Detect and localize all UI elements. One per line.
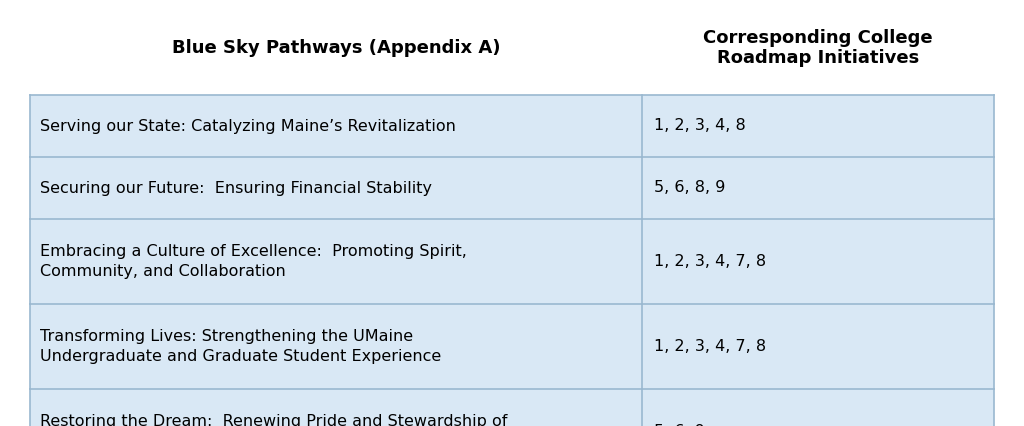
Text: Transforming Lives: Strengthening the UMaine
Undergraduate and Graduate Student : Transforming Lives: Strengthening the UM…	[40, 329, 441, 364]
Text: Securing our Future:  Ensuring Financial Stability: Securing our Future: Ensuring Financial …	[40, 181, 432, 196]
Bar	[30, 95, 642, 157]
Text: Blue Sky Pathways (Appendix A): Blue Sky Pathways (Appendix A)	[172, 39, 501, 57]
Bar	[30, 219, 642, 304]
Text: Serving our State: Catalyzing Maine’s Revitalization: Serving our State: Catalyzing Maine’s Re…	[40, 118, 456, 133]
Bar	[642, 304, 994, 389]
Text: 1, 2, 3, 4, 7, 8: 1, 2, 3, 4, 7, 8	[654, 254, 766, 269]
Text: 1, 2, 3, 4, 8: 1, 2, 3, 4, 8	[654, 118, 745, 133]
Bar	[642, 95, 994, 157]
Text: Embracing a Culture of Excellence:  Promoting Spirit,
Community, and Collaborati: Embracing a Culture of Excellence: Promo…	[40, 244, 467, 279]
Text: 1, 2, 3, 4, 7, 8: 1, 2, 3, 4, 7, 8	[654, 339, 766, 354]
Bar	[642, 219, 994, 304]
Text: 5, 6, 8, 9: 5, 6, 8, 9	[654, 181, 726, 196]
Text: Corresponding College
Roadmap Initiatives: Corresponding College Roadmap Initiative…	[703, 29, 933, 67]
Bar	[642, 157, 994, 219]
Bar	[30, 304, 642, 389]
Bar	[30, 157, 642, 219]
Bar	[642, 389, 994, 426]
Text: 5, 6, 9: 5, 6, 9	[654, 424, 705, 426]
Text: Restoring the Dream:  Renewing Pride and Stewardship of
Place: Restoring the Dream: Renewing Pride and …	[40, 414, 507, 426]
Bar	[30, 389, 642, 426]
